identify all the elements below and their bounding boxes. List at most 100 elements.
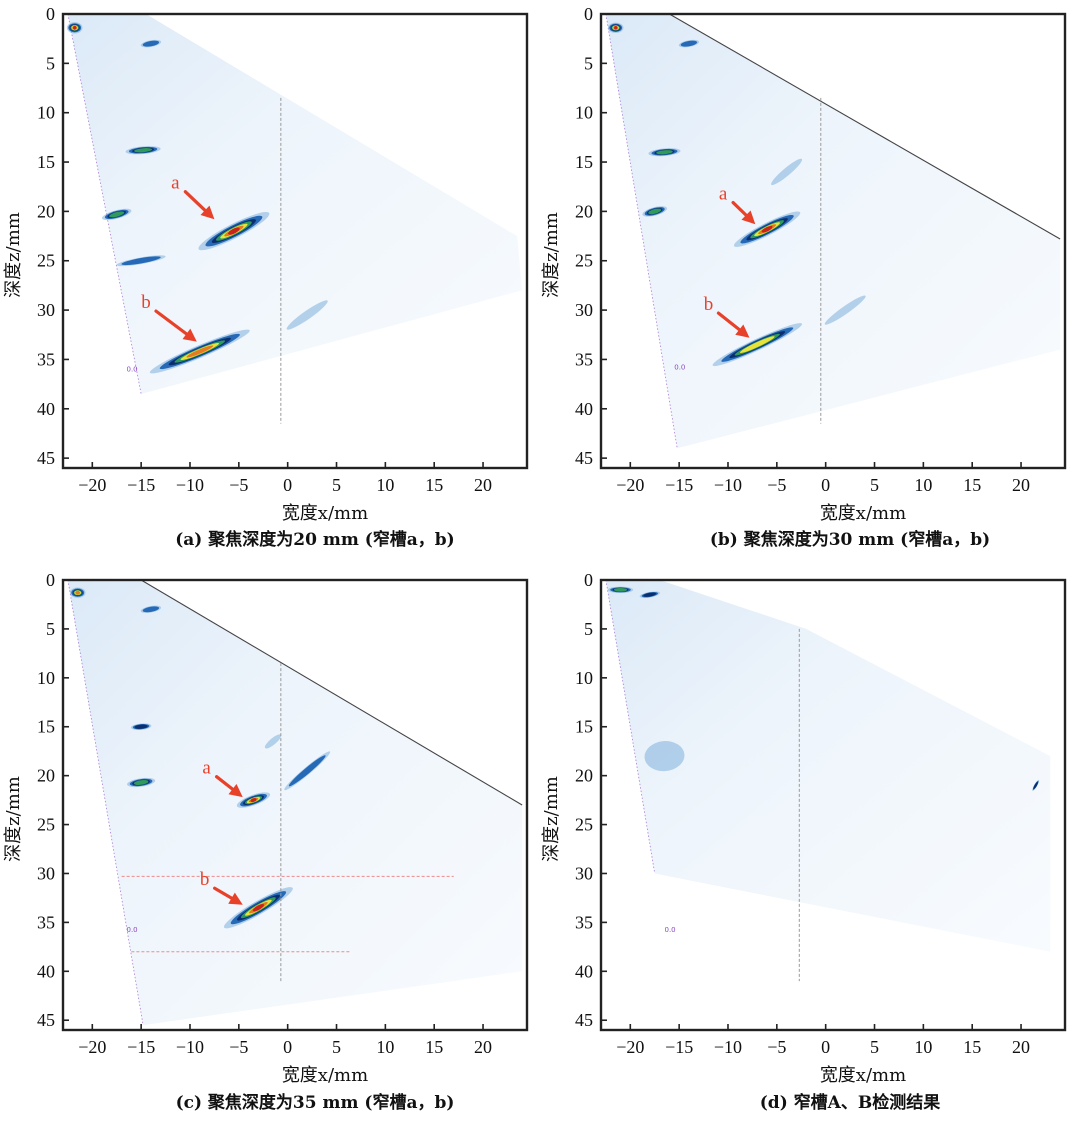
reflection-4	[116, 255, 166, 267]
y-tick-label: 0	[46, 570, 55, 590]
reflection-0-layer-3	[613, 588, 628, 592]
x-tick-label: −15	[665, 1037, 693, 1057]
x-axis-label: 宽度x/mm	[820, 1065, 906, 1086]
reflection-2	[125, 146, 161, 155]
y-tick-label: 35	[575, 912, 593, 932]
reflection-6	[286, 300, 328, 330]
reflection-6	[140, 605, 162, 613]
x-tick-label: 0	[283, 1037, 292, 1057]
annotation-label-b: b	[704, 294, 714, 315]
reflection-0-layer-6	[228, 227, 240, 235]
x-tick-label: −5	[767, 475, 786, 495]
annotation-arrowhead-a	[228, 784, 243, 798]
annotation-arrow-a	[731, 200, 748, 217]
annotation-arrowhead-a	[741, 210, 756, 225]
y-tick-label: 45	[37, 1010, 55, 1030]
reflection-4-layer-1	[121, 256, 161, 266]
plot-frame	[599, 578, 1067, 1032]
y-tick-label: 25	[575, 251, 593, 271]
y-tick-label: 15	[575, 152, 593, 172]
y-tick-label: 10	[575, 668, 593, 688]
y-tick-label: 25	[37, 251, 55, 271]
y-tick-label: 25	[37, 815, 55, 835]
x-tick-label: −20	[616, 1037, 644, 1057]
x-tick-label: 10	[376, 1037, 394, 1057]
annotation-label-a: a	[202, 758, 211, 779]
reflection-7	[69, 587, 86, 598]
y-tick-label: 45	[575, 448, 593, 468]
reflection-1-layer-5	[186, 345, 214, 358]
x-tick-label: −10	[714, 475, 742, 495]
plot-area: 0.0	[605, 14, 1061, 449]
x-tick-label: 10	[376, 475, 394, 495]
reflection-2	[130, 723, 152, 731]
reflection-1-layer-6	[252, 903, 265, 912]
y-tick-label: 0	[584, 570, 593, 590]
reflection-7-layer-6	[73, 25, 77, 30]
reflection-2-layer-3	[656, 150, 673, 155]
panel-b: 0.0 a b −20 −15 −10 −5 0 5 10 15 20 0 5 10 15 20 25 30 35 40…	[541, 4, 1067, 550]
reflection-1	[149, 329, 250, 374]
panel-caption: (a) 聚焦深度为20 mm (窄槽a，b)	[175, 529, 454, 550]
reflection-3	[101, 208, 132, 221]
x-axis-label: 宽度x/mm	[282, 1065, 368, 1086]
reflection-5	[264, 734, 282, 749]
annotation-label-a: a	[719, 184, 728, 205]
reflection-7	[607, 22, 624, 33]
reflection-7-layer-6	[614, 26, 618, 30]
y-tick-label: 20	[37, 766, 55, 786]
y-tick-label: 40	[575, 961, 593, 981]
y-tick-label: 5	[584, 619, 593, 639]
reflection-3-layer-3	[133, 780, 149, 785]
x-tick-label: 15	[425, 475, 443, 495]
panel-caption: (b) 聚焦深度为30 mm (窄槽a，b)	[710, 529, 990, 550]
x-tick-label: −15	[127, 475, 155, 495]
annotation-arrow-a	[183, 190, 207, 212]
x-tick-label: −15	[127, 1037, 155, 1057]
reflection-7-layer-5	[75, 590, 81, 595]
reflection-3-layer-3	[109, 211, 125, 218]
annotation-arrowhead-a	[200, 205, 215, 220]
reflection-4	[284, 751, 331, 791]
panel-caption: (d) 窄槽A、B检测结果	[760, 1092, 940, 1113]
x-tick-label: −20	[78, 1037, 106, 1057]
plot-area: 0.0	[605, 580, 1051, 982]
annotation-label-a: a	[171, 173, 180, 194]
x-tick-label: −10	[714, 1037, 742, 1057]
y-tick-label: 40	[37, 399, 55, 419]
x-axis-label: 宽度x/mm	[282, 503, 368, 524]
reflection-2	[644, 741, 685, 772]
reflection-5	[140, 39, 162, 48]
annotation-arrow-b	[213, 886, 234, 900]
x-tick-label: −20	[616, 475, 644, 495]
probe-label: 0.0	[126, 365, 137, 373]
x-tick-label: 0	[283, 475, 292, 495]
reflection-1	[639, 591, 660, 598]
y-tick-label: 45	[575, 1010, 593, 1030]
reflection-5-layer-1	[680, 40, 698, 47]
plot-frame	[61, 12, 529, 470]
y-tick-label: 35	[37, 349, 55, 369]
x-tick-label: −20	[78, 475, 106, 495]
y-axis-label: 深度z/mm	[3, 212, 24, 298]
reflection-3	[642, 206, 668, 217]
y-tick-label: 0	[46, 4, 55, 24]
x-tick-label: 0	[821, 475, 830, 495]
reflection-2-layer-0	[644, 741, 685, 772]
y-tick-label: 20	[575, 201, 593, 221]
x-tick-label: 20	[1012, 1037, 1030, 1057]
reflection-2-layer-2	[134, 724, 148, 729]
reflection-6-layer-0	[824, 295, 866, 325]
y-tick-label: 10	[37, 668, 55, 688]
x-tick-label: 5	[870, 1037, 879, 1057]
probe-label: 0.0	[664, 926, 675, 934]
x-axis-label: 宽度x/mm	[820, 503, 906, 524]
x-tick-label: 5	[332, 1037, 341, 1057]
reflection-4-layer-1	[288, 755, 326, 787]
x-tick-label: 15	[425, 1037, 443, 1057]
y-tick-label: 20	[575, 766, 593, 786]
y-tick-label: 45	[37, 448, 55, 468]
reflection-2-layer-3	[134, 148, 153, 153]
annotation-arrowhead-b	[735, 324, 750, 338]
